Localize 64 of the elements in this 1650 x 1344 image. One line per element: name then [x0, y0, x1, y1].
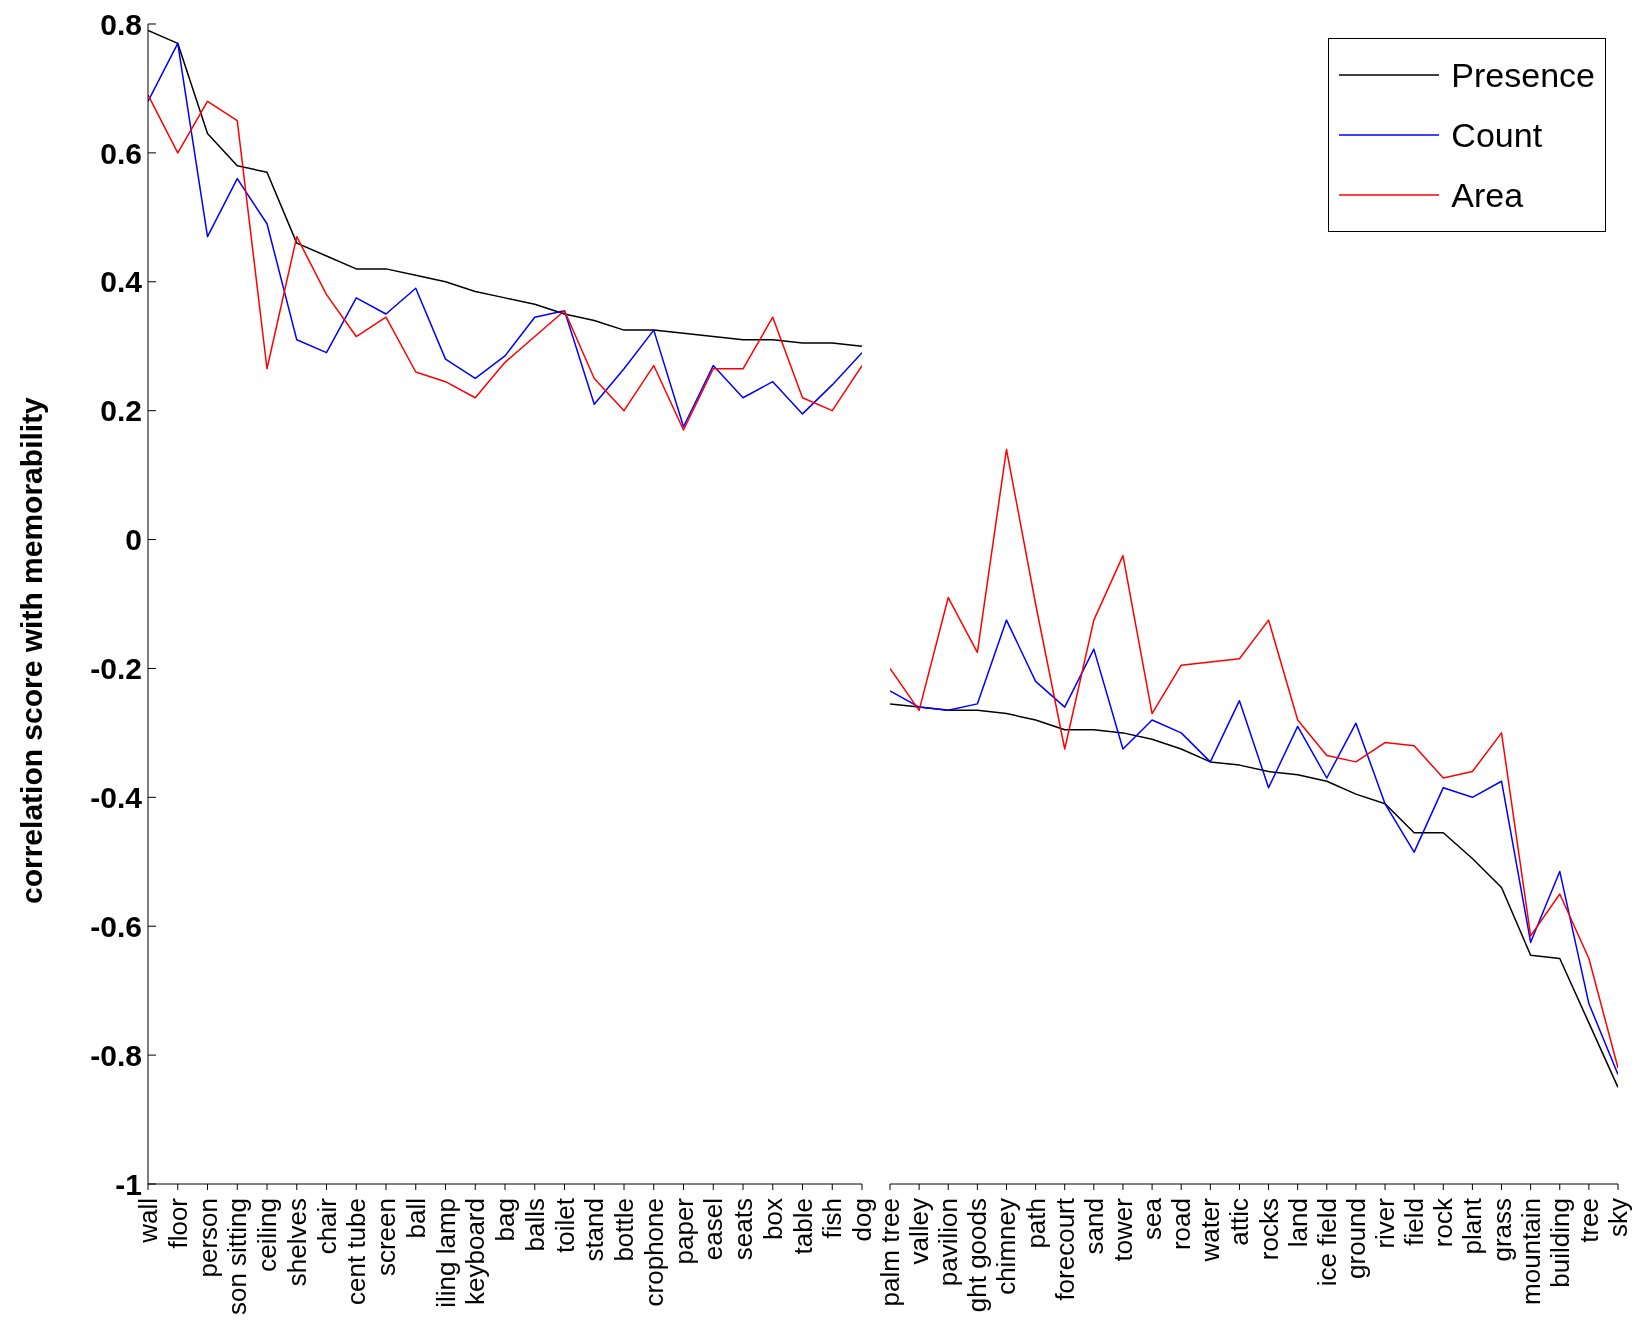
x-tick-label: palm tree: [875, 1198, 905, 1307]
x-tick-label: floor: [162, 1197, 193, 1249]
x-tick-label: ght goods: [962, 1198, 993, 1313]
x-tick-label: paper: [668, 1197, 699, 1265]
y-tick-label: 0.6: [100, 136, 142, 170]
x-tick-label: forecourt: [1049, 1197, 1080, 1301]
x-tick-label: keyboard: [460, 1198, 491, 1305]
y-tick-label: 0.2: [100, 394, 142, 428]
x-tick-label: ball: [400, 1198, 431, 1239]
y-tick-label: -0.6: [90, 909, 142, 943]
x-tick-label: ground: [1340, 1198, 1371, 1279]
x-tick-label: easel: [698, 1198, 729, 1261]
x-tick-label: chair: [311, 1197, 342, 1255]
x-tick-label: toilet: [549, 1197, 580, 1253]
y-tick-label: -0.2: [90, 652, 142, 686]
x-tick-label: box: [757, 1198, 788, 1240]
x-tick-label: balls: [519, 1198, 550, 1252]
x-tick-label: seats: [728, 1198, 758, 1261]
x-tick-label: tower: [1107, 1197, 1138, 1262]
x-tick-label: bag: [490, 1198, 520, 1242]
legend-label: Area: [1451, 175, 1524, 215]
x-tick-label: fish: [817, 1198, 848, 1239]
x-tick-label: land: [1282, 1198, 1313, 1248]
x-tick-label: field: [1399, 1198, 1430, 1246]
x-tick-label: chimney: [991, 1198, 1022, 1295]
y-tick-label: 0.8: [100, 7, 142, 41]
y-tick-label: 0: [125, 523, 142, 557]
y-axis-title: correlation score with memorability: [14, 396, 48, 904]
x-tick-label: valley: [904, 1198, 935, 1265]
x-tick-label: person: [192, 1198, 223, 1278]
x-tick-label: plant: [1457, 1197, 1488, 1255]
x-tick-label: wall: [133, 1198, 163, 1244]
legend-label: Count: [1451, 115, 1543, 155]
x-tick-label: tree: [1573, 1198, 1604, 1243]
x-tick-label: stand: [579, 1198, 610, 1262]
legend-label: Presence: [1451, 55, 1595, 95]
x-tick-label: water: [1195, 1197, 1226, 1263]
x-tick-label: shelves: [281, 1198, 312, 1287]
x-tick-label: iling lamp: [430, 1198, 461, 1308]
x-tick-label: road: [1166, 1198, 1197, 1251]
x-tick-label: ice field: [1311, 1198, 1342, 1287]
x-tick-label: rocks: [1253, 1198, 1284, 1261]
x-tick-label: building: [1544, 1198, 1575, 1288]
x-tick-label: grass: [1486, 1198, 1517, 1262]
x-tick-label: dog: [847, 1198, 877, 1242]
x-tick-label: sea: [1137, 1197, 1168, 1240]
x-tick-label: ceiling: [252, 1198, 282, 1272]
x-tick-label: sand: [1078, 1198, 1109, 1255]
x-tick-label: table: [787, 1198, 818, 1255]
x-tick-label: crophone: [638, 1198, 669, 1307]
x-tick-label: cent tube: [341, 1198, 372, 1305]
x-tick-label: pavilion: [933, 1198, 964, 1287]
y-tick-label: 0.4: [100, 265, 143, 299]
x-tick-label: screen: [371, 1198, 401, 1277]
x-tick-label: river: [1370, 1197, 1401, 1249]
x-tick-label: sky: [1603, 1198, 1633, 1237]
y-tick-label: -0.4: [90, 780, 143, 814]
x-tick-label: bottle: [609, 1198, 639, 1262]
x-tick-label: attic: [1224, 1198, 1255, 1246]
y-tick-label: -0.8: [90, 1038, 142, 1072]
x-tick-label: rock: [1428, 1197, 1459, 1248]
x-tick-label: mountain: [1515, 1198, 1546, 1305]
x-tick-label: path: [1020, 1198, 1051, 1249]
x-tick-label: son sitting: [222, 1198, 253, 1316]
